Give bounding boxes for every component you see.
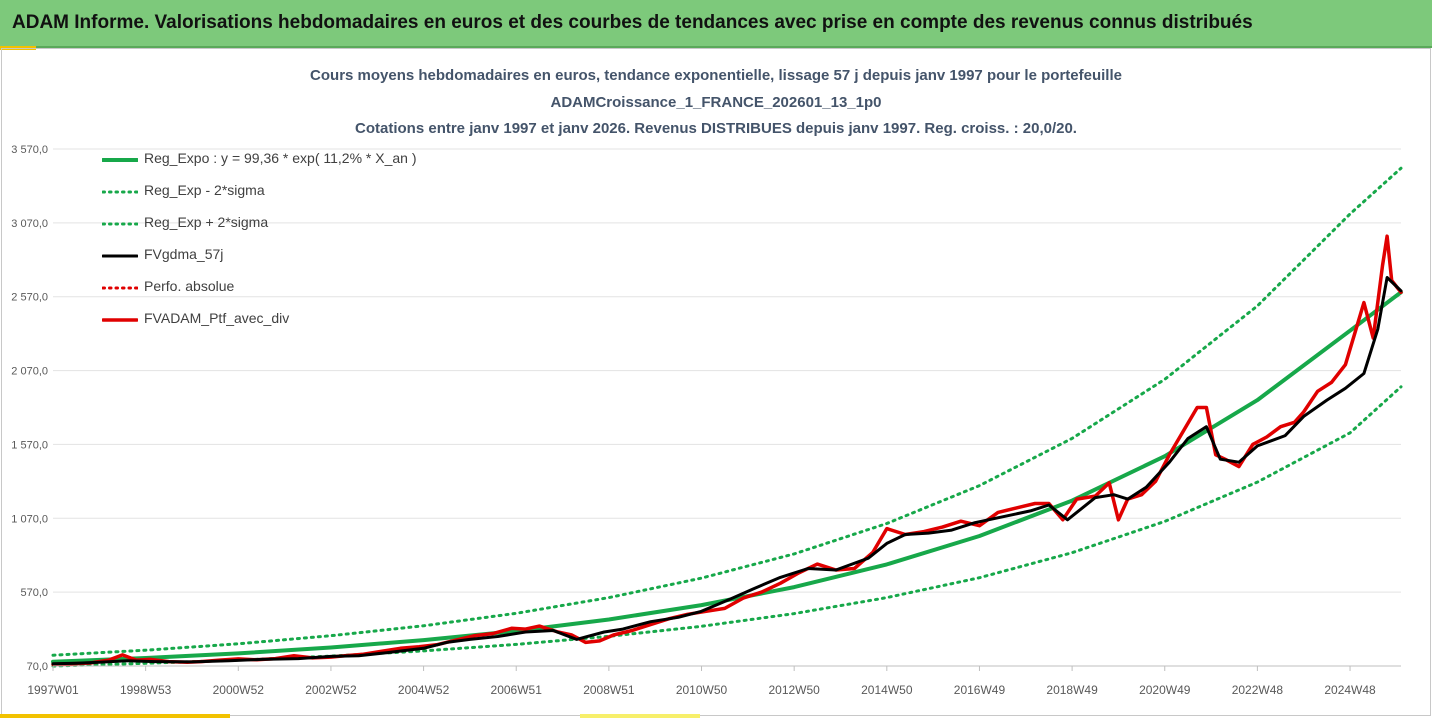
chart-title-line-3: Cotations entre janv 1997 et janv 2026. … [355, 120, 1077, 137]
x-tick-label: 2006W51 [491, 683, 543, 697]
series-line-upper [51, 166, 1403, 657]
chart-frame [1, 48, 1431, 716]
y-tick-label: 1 070,0 [11, 513, 48, 525]
legend-label: Reg_Expo : y = 99,36 * exp( 11,2% * X_an… [144, 150, 417, 166]
legend-swatch [102, 286, 138, 290]
series-line-smooth [51, 276, 1403, 666]
legend-label: Reg_Exp - 2*sigma [144, 182, 265, 198]
x-tick-label: 2020W49 [1139, 683, 1191, 697]
x-tick-label: 2010W50 [676, 683, 728, 697]
y-tick-label: 2 070,0 [11, 366, 48, 378]
y-tick-label: 2 570,0 [11, 292, 48, 304]
x-tick-label: 1997W01 [27, 683, 79, 697]
legend-swatch [102, 318, 138, 322]
accent-bar [0, 714, 230, 718]
y-tick-label: 3 570,0 [11, 144, 48, 156]
y-tick-label: 3 070,0 [11, 218, 48, 230]
x-tick-label: 2014W50 [861, 683, 913, 697]
legend-swatch [102, 222, 138, 226]
y-tick-label: 1 570,0 [11, 439, 48, 451]
x-tick-label: 2024W48 [1324, 683, 1376, 697]
legend-label: Perfo. absolue [144, 278, 235, 294]
x-tick-label: 2012W50 [768, 683, 820, 697]
x-tick-label: 2022W48 [1232, 683, 1284, 697]
legend-swatch [102, 254, 138, 258]
header-banner: ADAM Informe. Valorisations hebdomadaire… [0, 0, 1432, 48]
legend-label: Reg_Exp + 2*sigma [144, 214, 269, 230]
chart-title-line-2: ADAMCroissance_1_FRANCE_202601_13_1p0 [550, 94, 882, 111]
x-tick-label: 2016W49 [954, 683, 1006, 697]
x-tick-label: 2002W52 [305, 683, 357, 697]
y-tick-label: 570,0 [20, 587, 48, 599]
legend-label: FVADAM_Ptf_avec_div [144, 310, 290, 326]
x-tick-label: 2000W52 [213, 683, 265, 697]
y-tick-label: 70,0 [27, 661, 48, 673]
x-tick-label: 1998W53 [120, 683, 172, 697]
chart-title-line-1: Cours moyens hebdomadaires en euros, ten… [310, 67, 1122, 84]
report-title: ADAM Informe. Valorisations hebdomadaire… [12, 12, 1253, 33]
legend-swatch [102, 158, 138, 162]
legend-label: FVgdma_57j [144, 246, 224, 262]
x-tick-label: 2004W52 [398, 683, 450, 697]
legend-swatch [102, 190, 138, 194]
accent-bar [580, 714, 700, 718]
x-tick-label: 2018W49 [1046, 683, 1098, 697]
series-line-lower [51, 385, 1403, 668]
x-tick-label: 2008W51 [583, 683, 635, 697]
